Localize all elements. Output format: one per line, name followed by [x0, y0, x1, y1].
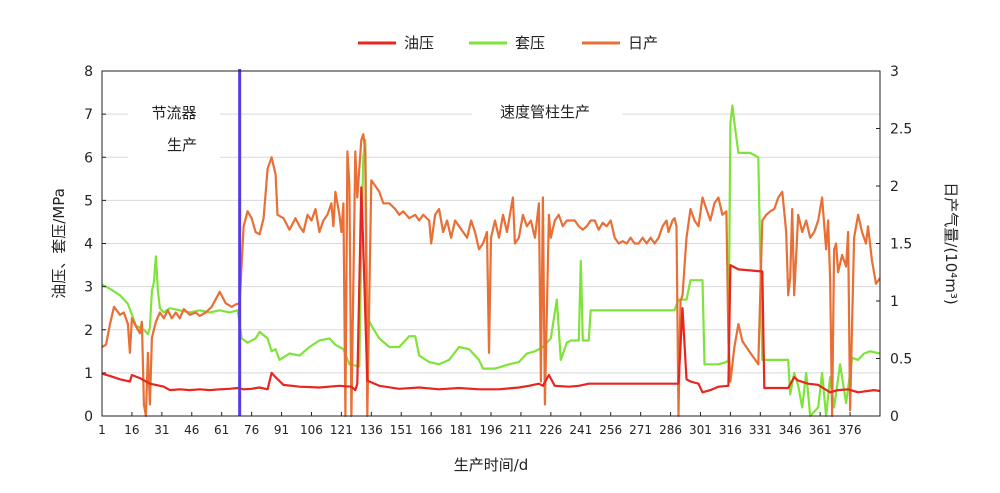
x-tick-label: 106 [300, 423, 323, 437]
legend-label-1: 套压 [515, 34, 545, 52]
x-axis-label: 生产时间/d [454, 456, 529, 474]
x-tick-label: 136 [360, 423, 383, 437]
x-tick-label: 46 [184, 423, 199, 437]
series-line-2 [101, 133, 881, 418]
annotation-bg [472, 100, 622, 122]
x-tick-label: 61 [214, 423, 229, 437]
x-tick-label: 16 [124, 423, 139, 437]
y-right-tick-label: 1 [890, 294, 899, 310]
x-tick-label: 151 [390, 423, 413, 437]
x-tick-label: 166 [420, 423, 443, 437]
annotation-choke-line2: 生产 [167, 136, 197, 154]
x-tick-label: 256 [599, 423, 622, 437]
x-tick-label: 1 [98, 423, 106, 437]
y-right-tick-label: 2.5 [890, 122, 912, 138]
x-tick-label: 271 [629, 423, 652, 437]
legend: 油压 套压 日产 [358, 34, 658, 52]
y-left-tick-label: 4 [84, 237, 93, 253]
series-layer [101, 104, 881, 418]
x-tick-label: 226 [539, 423, 562, 437]
right-axis-label: 日产气量/(10⁴m³) [942, 182, 960, 304]
annotation-velocity-string: 速度管柱生产 [500, 103, 590, 121]
x-tick-label: 361 [809, 423, 832, 437]
y-left-tick-label: 0 [84, 409, 93, 425]
y-axis-left: 0 1 2 3 4 5 6 7 8 [84, 64, 106, 425]
left-axis-label: 油压、套压/MPa [50, 188, 68, 299]
x-tick-label: 31 [154, 423, 169, 437]
x-tick-label: 196 [480, 423, 503, 437]
y-axis-right: 0 0.5 1 1.5 2 2.5 3 [876, 64, 912, 425]
y-right-tick-label: 0.5 [890, 352, 912, 368]
y-right-tick-label: 1.5 [890, 237, 912, 253]
x-tick-label: 211 [509, 423, 532, 437]
legend-label-0: 油压 [404, 34, 434, 52]
y-left-tick-label: 1 [84, 366, 93, 382]
x-tick-label: 286 [659, 423, 682, 437]
y-left-tick-label: 5 [84, 193, 93, 209]
series-line-0 [101, 186, 881, 394]
y-left-tick-label: 6 [84, 150, 93, 166]
x-tick-label: 121 [330, 423, 353, 437]
series-line-1 [101, 104, 881, 418]
x-tick-label: 346 [779, 423, 802, 437]
y-left-tick-label: 3 [84, 280, 93, 296]
x-tick-label: 316 [719, 423, 742, 437]
x-tick-label: 331 [749, 423, 772, 437]
annotation-choke-line1: 节流器 [151, 104, 196, 122]
y-left-tick-label: 2 [84, 323, 93, 339]
x-tick-label: 91 [274, 423, 289, 437]
y-right-tick-label: 3 [890, 64, 899, 80]
x-tick-label: 76 [244, 423, 259, 437]
annotation-bg [128, 100, 220, 160]
x-tick-label: 181 [450, 423, 473, 437]
y-left-tick-label: 7 [84, 107, 93, 123]
x-axis: 1 16 31 46 61 76 91 106 121 136 151 166 181 196 211 226… [98, 412, 862, 437]
y-left-tick-label: 8 [84, 64, 93, 80]
y-right-tick-label: 0 [890, 409, 899, 425]
x-tick-label: 241 [569, 423, 592, 437]
x-tick-label: 301 [689, 423, 712, 437]
x-tick-label: 376 [839, 423, 862, 437]
legend-label-2: 日产 [628, 34, 658, 52]
y-right-tick-label: 2 [890, 179, 899, 195]
